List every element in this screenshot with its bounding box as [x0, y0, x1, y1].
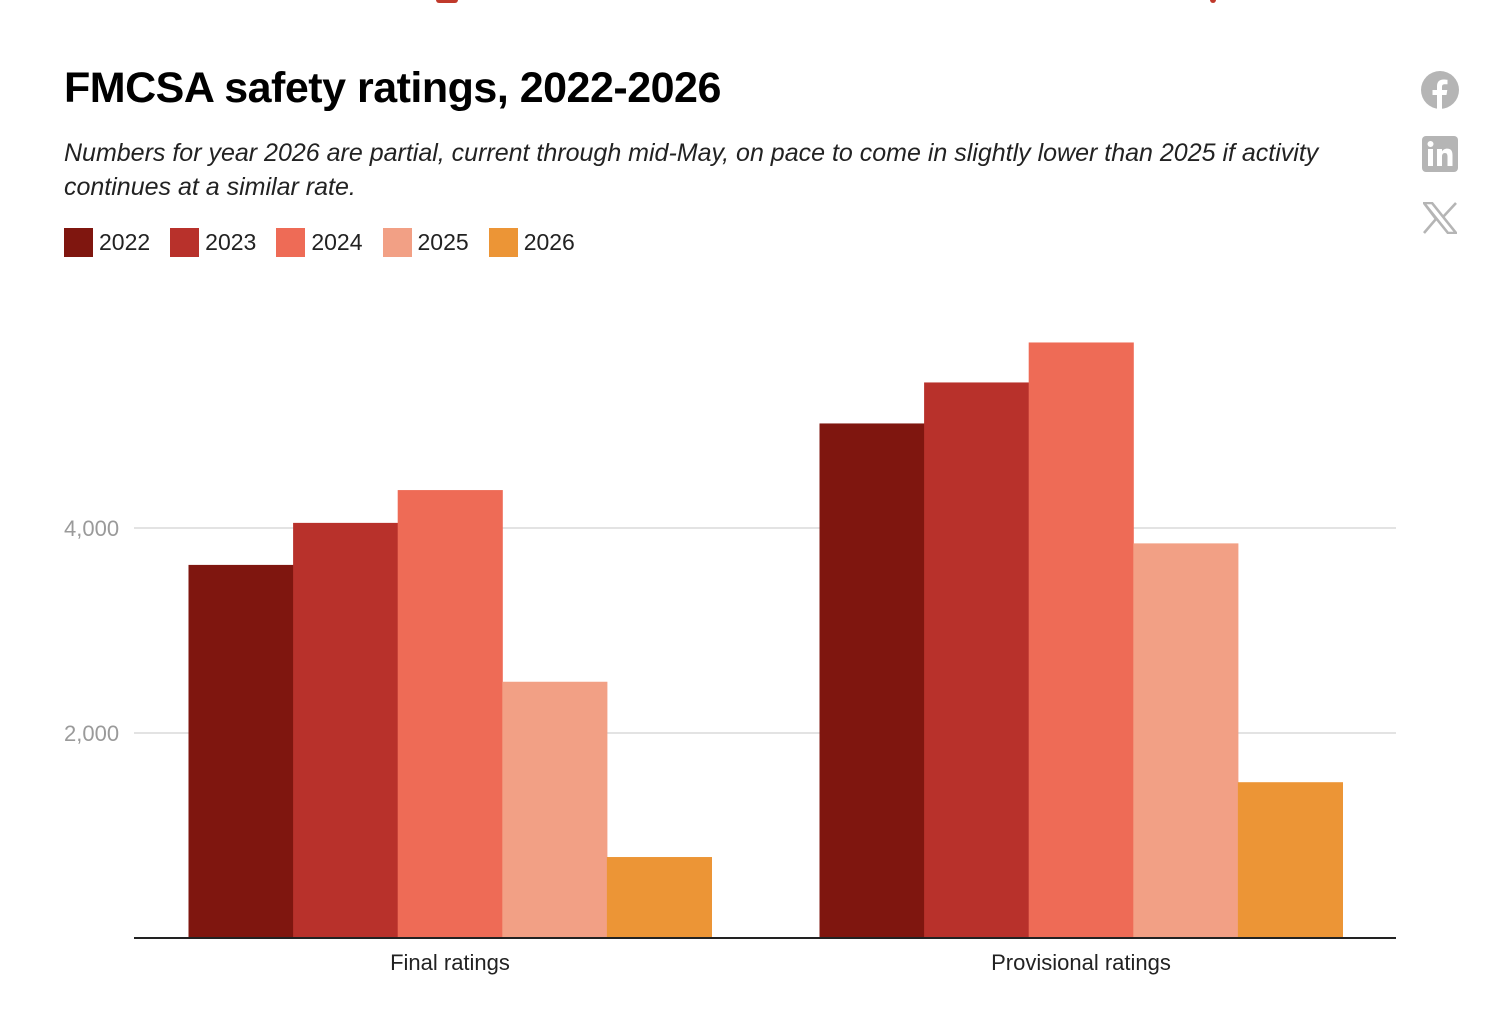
bar-2025-final	[502, 681, 608, 938]
legend-label: 2024	[311, 229, 363, 255]
x-icon	[1423, 202, 1457, 234]
y-tick-label: 4,000	[64, 516, 119, 541]
linkedin-share-button[interactable]	[1420, 134, 1460, 174]
axes: 2,000 4,000 Final ratings Provisional ratin…	[64, 516, 1396, 975]
bar-2022-final	[188, 564, 294, 938]
legend-item: 2022	[64, 228, 150, 257]
bar-2026-final	[606, 857, 712, 938]
x-tick-label: Final ratings	[390, 950, 510, 975]
legend-swatch	[488, 228, 518, 257]
bar-2022-provisional	[819, 423, 925, 938]
legend-swatch	[276, 228, 306, 257]
x-tick-label: Provisional ratings	[991, 950, 1171, 975]
facebook-share-button[interactable]	[1420, 70, 1460, 110]
top-strip	[0, 0, 1494, 6]
header-accent-mark	[436, 0, 458, 3]
y-tick-label: 2,000	[64, 721, 119, 746]
chart-legend: 2022 2023 2024 2025 2026	[64, 228, 575, 257]
share-bar	[1420, 70, 1460, 262]
header-accent-mark	[1210, 0, 1216, 3]
bar-2024-provisional	[1028, 342, 1134, 939]
bars	[188, 342, 1343, 939]
legend-item: 2023	[170, 228, 256, 257]
x-share-button[interactable]	[1420, 198, 1460, 238]
chart-subtitle: Numbers for year 2026 are partial, curre…	[64, 139, 1319, 201]
legend-swatch	[170, 228, 200, 257]
legend-swatch	[64, 228, 93, 257]
linkedin-icon	[1422, 136, 1458, 172]
bar-2024-final	[397, 490, 503, 938]
legend-label: 2025	[417, 229, 469, 255]
legend-swatch	[382, 228, 412, 257]
bar-2025-provisional	[1133, 543, 1239, 938]
legend-label: 2023	[205, 229, 257, 255]
facebook-icon	[1421, 71, 1459, 109]
bar-2026-provisional	[1237, 782, 1343, 938]
legend-label: 2022	[99, 229, 151, 255]
bar-2023-provisional	[924, 382, 1030, 938]
bar-2023-final	[293, 522, 399, 938]
legend-item: 2025	[382, 228, 469, 257]
legend-label: 2026	[523, 229, 575, 255]
legend-item: 2026	[488, 228, 575, 257]
legend-item: 2024	[276, 228, 363, 257]
chart-title: FMCSA safety ratings, 2022-2026	[64, 64, 721, 112]
